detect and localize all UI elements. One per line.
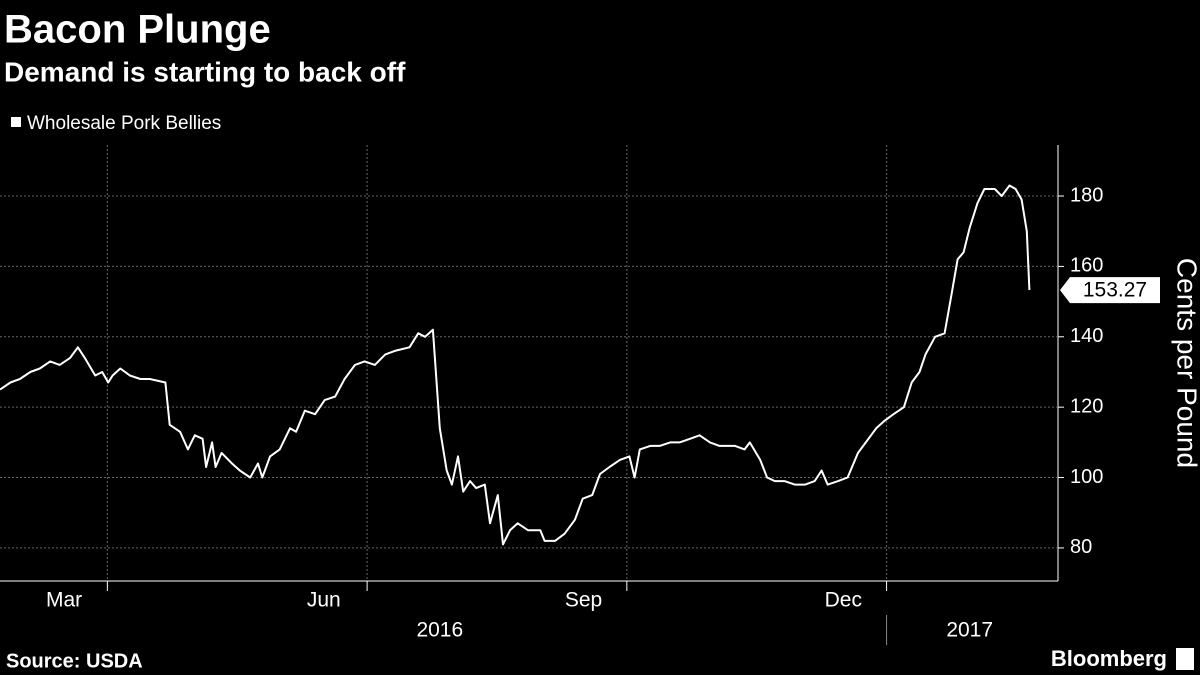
chart-subtitle: Demand is starting to back off <box>4 56 406 87</box>
x-tick-label: Mar <box>46 589 82 612</box>
last-value-box <box>1060 277 1160 304</box>
chart-title: Bacon Plunge <box>4 8 271 52</box>
legend-swatch <box>11 117 21 127</box>
y-tick-label: 140 <box>1070 325 1103 347</box>
y-tick-label: 80 <box>1070 536 1092 558</box>
brand-icon <box>1176 648 1194 670</box>
x-tick-label: Jun <box>307 589 341 612</box>
brand: Bloomberg <box>1051 646 1167 671</box>
source: Source: USDA <box>6 650 143 672</box>
legend-label: Wholesale Pork Bellies <box>27 113 221 134</box>
y-axis-label: Cents per Pound <box>1172 258 1200 468</box>
x-tick-label: Sep <box>565 589 602 612</box>
y-tick-label: 120 <box>1070 395 1103 417</box>
last-value-label: 153.27 <box>1083 279 1147 302</box>
y-tick-label: 100 <box>1070 466 1103 488</box>
y-tick-label: 160 <box>1070 255 1103 277</box>
x-tick-label: Dec <box>825 589 862 612</box>
year-label: 2016 <box>416 619 463 642</box>
data-line <box>0 184 1031 546</box>
year-label: 2017 <box>946 619 993 642</box>
y-tick-label: 180 <box>1070 184 1103 206</box>
